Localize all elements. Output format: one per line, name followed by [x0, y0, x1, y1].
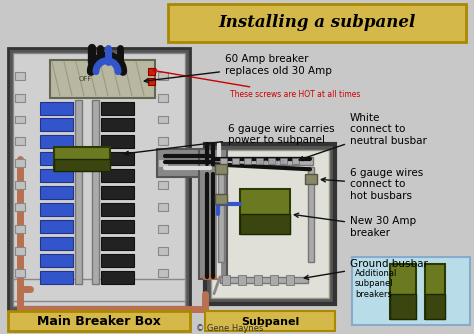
Bar	[240, 189, 290, 234]
Bar	[101, 169, 134, 182]
Bar	[40, 203, 73, 216]
Text: © Gene Haynes: © Gene Haynes	[196, 324, 264, 333]
Text: Subpanel: Subpanel	[241, 317, 299, 327]
Text: 6 gauge wire carries
power to subpanel: 6 gauge wire carries power to subpanel	[124, 124, 335, 155]
Bar	[8, 48, 190, 311]
Bar	[240, 214, 290, 234]
Bar	[220, 158, 227, 164]
Bar	[158, 247, 168, 255]
Bar	[222, 275, 230, 285]
Bar	[40, 186, 73, 199]
Bar	[101, 119, 134, 132]
Bar	[54, 159, 110, 171]
Bar	[101, 186, 134, 199]
Bar	[158, 269, 168, 277]
Bar	[425, 264, 445, 319]
Bar	[40, 271, 73, 284]
Bar	[40, 254, 73, 267]
Text: OFF: OFF	[78, 76, 91, 82]
Bar	[220, 277, 308, 283]
Bar	[40, 220, 73, 233]
Text: 00035555: 00035555	[258, 160, 286, 165]
Bar	[390, 294, 416, 319]
Text: New 30 Amp
breaker: New 30 Amp breaker	[294, 213, 416, 238]
Bar	[254, 275, 262, 285]
Bar	[101, 152, 134, 165]
Bar	[13, 53, 185, 306]
Bar	[305, 174, 317, 184]
Bar	[101, 254, 134, 267]
Bar	[75, 100, 82, 284]
Bar	[15, 94, 25, 102]
Bar	[40, 169, 73, 182]
Bar	[92, 100, 99, 284]
Bar	[158, 225, 168, 233]
Bar	[15, 72, 25, 80]
Text: Main Breaker Box: Main Breaker Box	[37, 315, 161, 328]
Bar	[8, 311, 190, 331]
Bar	[218, 167, 224, 262]
Bar	[390, 264, 416, 319]
Text: 60 Amp breaker
replaces old 30 Amp: 60 Amp breaker replaces old 30 Amp	[144, 54, 332, 83]
Text: Additional
subpanel
breakers: Additional subpanel breakers	[355, 269, 397, 299]
Bar	[101, 135, 134, 148]
Bar	[232, 158, 239, 164]
Bar	[280, 158, 287, 164]
Bar	[40, 237, 73, 250]
Bar	[148, 68, 155, 75]
Bar	[215, 164, 227, 174]
Bar	[54, 147, 110, 171]
Bar	[158, 181, 168, 189]
Bar	[101, 271, 134, 284]
Bar	[15, 137, 25, 145]
Bar	[148, 78, 155, 85]
Bar	[292, 158, 299, 164]
Bar	[238, 275, 246, 285]
Bar	[15, 116, 25, 124]
Bar	[40, 135, 73, 148]
Bar	[15, 269, 25, 277]
Bar	[40, 102, 73, 115]
Bar	[218, 157, 313, 165]
Bar	[205, 311, 335, 331]
Bar	[101, 203, 134, 216]
Bar	[15, 159, 25, 167]
Bar	[101, 237, 134, 250]
Bar	[158, 203, 168, 211]
Bar	[158, 137, 168, 145]
Bar	[13, 279, 185, 301]
Bar	[256, 158, 263, 164]
Bar	[101, 102, 134, 115]
Bar	[15, 181, 25, 189]
Bar	[211, 150, 329, 298]
Text: Installing a subpanel: Installing a subpanel	[219, 14, 416, 31]
Bar	[286, 275, 294, 285]
Text: Ground busbar: Ground busbar	[304, 259, 428, 280]
Text: White
connect to
neutral busbar: White connect to neutral busbar	[299, 113, 427, 161]
Bar	[15, 225, 25, 233]
Bar	[101, 220, 134, 233]
Bar	[40, 119, 73, 132]
Text: 6 gauge wires
connect to
hot busbars: 6 gauge wires connect to hot busbars	[321, 168, 423, 201]
Text: These screws are HOT at all times: These screws are HOT at all times	[153, 69, 360, 99]
Bar	[205, 144, 335, 304]
Bar	[425, 294, 445, 319]
Bar	[158, 159, 168, 167]
Bar	[215, 194, 227, 204]
Bar	[199, 149, 227, 279]
Bar	[268, 158, 275, 164]
Bar	[50, 60, 155, 98]
Bar	[352, 257, 470, 325]
Bar	[158, 94, 168, 102]
Bar	[157, 149, 212, 177]
Bar	[158, 72, 168, 80]
Bar	[15, 247, 25, 255]
Bar	[308, 167, 314, 262]
Bar	[244, 158, 251, 164]
Bar	[15, 203, 25, 211]
Bar	[270, 275, 278, 285]
Bar	[168, 4, 466, 42]
Bar	[40, 152, 73, 165]
Bar	[158, 116, 168, 124]
